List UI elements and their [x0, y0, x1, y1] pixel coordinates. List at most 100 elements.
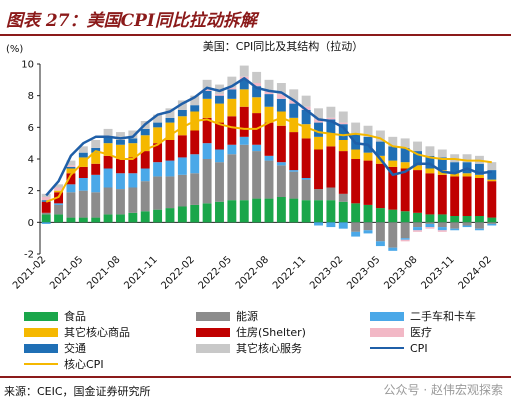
bar-segment [351, 159, 361, 204]
bar-segment [425, 146, 435, 156]
x-tick-label: 2023-05 [345, 254, 382, 291]
legend-item: 食品 [24, 308, 86, 324]
bar-segment [153, 127, 163, 144]
legend-item: 能源 [196, 308, 258, 324]
bar-segment [289, 117, 299, 133]
bar-segment [264, 160, 274, 199]
bar-segment [153, 143, 163, 163]
bar-segment [326, 106, 336, 118]
legend-color-swatch [196, 311, 230, 321]
x-tick-label: 2022-11 [271, 254, 308, 291]
bar-segment [314, 149, 323, 190]
bar-segment [215, 201, 224, 223]
bar-segment [301, 200, 311, 223]
bar-segment [425, 227, 435, 229]
bar-segment [78, 178, 88, 191]
bar-segment [103, 214, 113, 223]
bar-segment [474, 163, 484, 175]
bar-segment [400, 238, 410, 240]
bar-segment [140, 128, 150, 136]
legend-item: 交通 [24, 340, 86, 356]
source-note: 来源：CEIC，国金证券研究所 [4, 385, 151, 398]
legend-label: 其它核心商品 [64, 326, 130, 339]
legend-label: 能源 [236, 310, 258, 323]
bar-segment [202, 117, 212, 144]
bar-segment [487, 181, 497, 218]
bar-segment [450, 173, 460, 177]
bar-segment [116, 144, 125, 159]
bar-segment [363, 125, 373, 137]
bar-segment [487, 222, 497, 224]
bar-segment [66, 192, 76, 218]
legend-line-swatch [24, 363, 58, 365]
bar-segment [400, 138, 410, 148]
bar-segment [487, 223, 497, 226]
bar-segment [66, 184, 76, 193]
bar-segment [388, 136, 398, 147]
legend-item: 其它核心商品 [24, 324, 130, 340]
bar-segment [363, 230, 373, 234]
y-tick-label: 10 [21, 60, 34, 71]
bar-segment [474, 216, 484, 223]
bar-segment [276, 94, 286, 99]
bar-segment [227, 200, 237, 223]
bar-segment [301, 138, 311, 178]
bar-segment [239, 65, 249, 77]
bar-segment [289, 89, 299, 101]
bar-segment [165, 122, 175, 140]
bar-segment [437, 230, 447, 232]
legend-line-swatch [370, 347, 404, 349]
legend-item: 住房(Shelter) [196, 324, 306, 340]
bar-segment [227, 116, 237, 145]
bar-segment [66, 173, 76, 185]
bar-segment [239, 106, 249, 137]
bar-segment [54, 190, 64, 193]
bar-segment [338, 193, 348, 202]
bar-segment [103, 136, 113, 144]
legend-label: 二手车和卡车 [410, 310, 476, 323]
bar-segment [450, 176, 460, 216]
bar-segment [140, 151, 150, 169]
bar-segment [66, 166, 76, 169]
bar-segment [153, 114, 163, 123]
bar-segment [264, 155, 274, 161]
bar-segment [252, 83, 262, 87]
bar-segment [413, 230, 422, 232]
bar-segment [450, 162, 460, 174]
bar-segment [177, 100, 187, 110]
bar-segment [116, 159, 125, 174]
bar-segment [116, 132, 125, 140]
bar-segment [190, 130, 200, 155]
bar-segment [400, 211, 410, 223]
bar-segment [413, 141, 422, 152]
bar-segment [338, 122, 348, 125]
bar-segment [54, 187, 64, 191]
bar-segment [276, 125, 286, 163]
figure-footer: 来源：CEIC，国金证券研究所 公众号 · 赵伟宏观探索 [0, 376, 511, 402]
bar-segment [66, 168, 76, 174]
bar-segment [190, 204, 200, 223]
bar-segment [363, 160, 373, 205]
bar-segment [252, 71, 262, 83]
bar-segment [202, 98, 212, 118]
bar-segment [227, 87, 237, 90]
line-series [45, 116, 492, 203]
bar-segment [227, 76, 237, 88]
bar-segment [301, 109, 311, 125]
bar-segment [338, 140, 348, 152]
bar-segment [177, 206, 187, 223]
bar-segment [487, 170, 497, 180]
bar-segment [314, 119, 323, 123]
bar-segment [264, 94, 274, 107]
bar-segment [301, 124, 311, 139]
bar-segment [78, 152, 88, 158]
bar-segment [314, 189, 323, 201]
bar-segment [116, 189, 125, 215]
bar-segment [400, 147, 410, 163]
bar-segment [338, 201, 348, 223]
bar-segment [116, 214, 125, 223]
chart-legend: 食品 能源 二手车和卡车 其它核心商品 住房(Shelter) 医疗 交通 其它核心服务 CPI… [24, 308, 504, 374]
bar-segment [375, 208, 385, 223]
bar-segment [153, 209, 163, 223]
bar-segment [190, 105, 200, 112]
